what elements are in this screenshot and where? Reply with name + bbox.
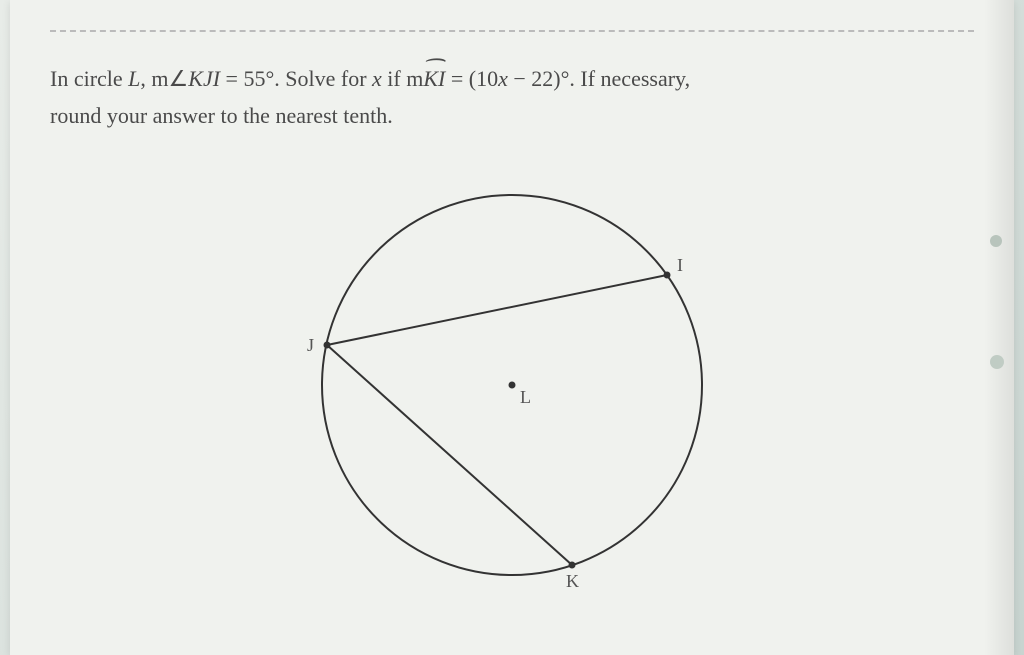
text-segment: = 55°. Solve for	[220, 66, 372, 91]
arc-label: KI	[423, 60, 445, 97]
point-I	[664, 271, 671, 278]
circle-name: L	[128, 66, 140, 91]
edge-dot	[990, 235, 1002, 247]
text-segment: − 22)°. If necessary,	[508, 66, 690, 91]
chord-JK	[327, 345, 572, 565]
text-segment: , m	[140, 66, 168, 91]
label-K: K	[566, 571, 579, 591]
circle-diagram: J I K L	[272, 175, 752, 595]
text-segment: = (10	[445, 66, 498, 91]
point-K	[569, 561, 576, 568]
label-I: I	[677, 255, 683, 275]
angle-label: KJI	[188, 66, 220, 91]
chord-JI	[327, 275, 667, 345]
point-L	[509, 381, 516, 388]
problem-statement: In circle L, m∠KJI = 55°. Solve for x if…	[50, 60, 974, 135]
point-J	[324, 341, 331, 348]
variable-x2: x	[498, 66, 508, 91]
page-container: In circle L, m∠KJI = 55°. Solve for x if…	[10, 0, 1014, 655]
page-shadow	[984, 0, 1014, 655]
variable-x: x	[372, 66, 382, 91]
label-J: J	[307, 335, 314, 355]
text-segment: In circle	[50, 66, 128, 91]
text-line2: round your answer to the nearest tenth.	[50, 103, 393, 128]
label-L: L	[520, 387, 531, 407]
dashed-divider	[50, 30, 974, 32]
figure-area: J I K L	[50, 165, 974, 595]
angle-symbol: ∠	[169, 66, 189, 91]
edge-dot	[990, 355, 1004, 369]
text-segment: if m	[382, 66, 424, 91]
